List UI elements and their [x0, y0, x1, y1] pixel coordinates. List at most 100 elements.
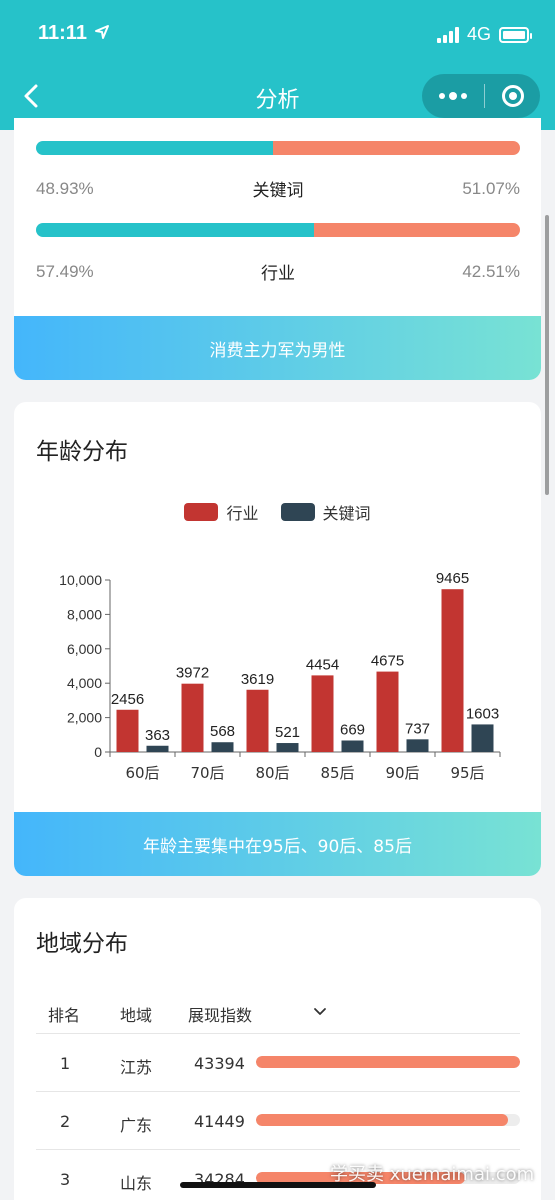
home-indicator[interactable]: [180, 1182, 376, 1188]
bar-keyword: [471, 724, 494, 752]
bar-keyword: [146, 745, 169, 752]
signal-icon: [436, 26, 459, 43]
data-label: 521: [275, 724, 300, 741]
data-label: 2456: [111, 691, 144, 708]
index-progress-bar: [256, 1172, 520, 1184]
y-tick-label: 0: [94, 744, 102, 760]
keyword-gender-bar: [36, 141, 520, 155]
data-label: 737: [405, 720, 430, 737]
data-label: 4675: [371, 653, 404, 670]
gender-summary-banner: 消费主力军为男性: [14, 316, 541, 380]
female-segment: [272, 141, 520, 155]
bar-keyword: [276, 743, 299, 752]
bar-industry: [181, 683, 204, 752]
data-label: 9465: [436, 570, 469, 587]
battery-icon: [499, 26, 532, 43]
status-right: 4G: [436, 24, 532, 45]
female-segment: [314, 223, 520, 237]
index-progress-fill: [256, 1172, 465, 1184]
male-segment: [36, 223, 315, 237]
bar-industry: [116, 709, 139, 752]
index-progress-bar: [256, 1114, 520, 1126]
y-tick-label: 10,000: [59, 572, 102, 588]
age-summary-banner: 年龄主要集中在95后、90后、85后: [14, 812, 541, 876]
bar-keyword: [341, 740, 364, 752]
industry-gender-bar: [36, 223, 520, 237]
data-label: 363: [145, 727, 170, 744]
y-tick-label: 4,000: [67, 675, 102, 691]
data-label: 669: [340, 721, 365, 738]
status-time: 11:11: [38, 22, 87, 44]
rank-cell: 2: [60, 1112, 71, 1131]
x-tick-label: 60后: [125, 764, 159, 782]
legend-swatch: [280, 503, 315, 521]
region-section-title: 地域分布: [36, 931, 128, 957]
location-arrow-icon: [95, 25, 109, 39]
bar-industry: [311, 675, 334, 752]
female-percent: 51.07%: [462, 178, 520, 198]
chevron-down-icon[interactable]: [312, 1004, 328, 1020]
age-section-title: 年龄分布: [36, 439, 128, 465]
x-tick-label: 95后: [450, 764, 484, 782]
bar-industry: [441, 589, 464, 752]
data-label: 4454: [306, 656, 339, 673]
legend-label: 行业: [226, 504, 259, 523]
row-label: 行业: [261, 264, 295, 284]
header-index[interactable]: 展现指数: [188, 1006, 253, 1025]
page-title: 分析: [255, 88, 300, 113]
table-header: 排名 地域 展现指数: [36, 990, 520, 1034]
legend-swatch: [184, 503, 219, 521]
rank-cell: 1: [60, 1054, 71, 1073]
male-percent: 48.93%: [36, 178, 94, 198]
index-progress-fill: [256, 1056, 520, 1068]
header-rank: 排名: [48, 1006, 81, 1025]
x-tick-label: 85后: [320, 764, 354, 782]
keyword-gender-row: 48.93% 关键词 51.07%: [36, 176, 520, 202]
y-tick-label: 8,000: [67, 606, 102, 622]
gender-card: 48.93% 关键词 51.07% 57.49% 行业 42.51% 消费主力军…: [14, 118, 541, 380]
bar-industry: [376, 671, 399, 752]
region-cell: 江苏: [120, 1058, 153, 1077]
app-header: 11:11 4G 分析: [0, 0, 555, 130]
legend-item-industry[interactable]: 行业: [184, 500, 259, 524]
legend-label: 关键词: [322, 504, 371, 523]
industry-gender-row: 57.49% 行业 42.51%: [36, 259, 520, 285]
chart-legend: 行业 关键词: [14, 500, 541, 524]
mini-program-capsule: [422, 74, 540, 118]
network-label: 4G: [466, 24, 491, 44]
back-arrow-icon[interactable]: [18, 80, 48, 112]
more-icon[interactable]: [422, 74, 484, 118]
x-tick-label: 70后: [190, 764, 224, 782]
index-progress-bar: [256, 1056, 520, 1068]
x-tick-label: 90后: [385, 764, 419, 782]
table-row: 2 广东 41449: [36, 1091, 520, 1149]
bar-keyword: [406, 739, 429, 752]
region-card: 地域分布 排名 地域 展现指数 1 江苏 43394 2 广东 41449 3 …: [14, 898, 541, 1200]
value-cell: 41449: [194, 1112, 245, 1131]
bar-keyword: [211, 742, 234, 752]
index-progress-fill: [256, 1114, 509, 1126]
row-label: 关键词: [252, 181, 304, 201]
region-cell: 山东: [120, 1174, 153, 1193]
data-label: 1603: [466, 705, 499, 722]
male-percent: 57.49%: [36, 261, 94, 281]
data-label: 3619: [241, 671, 274, 688]
male-segment: [36, 141, 273, 155]
bar-industry: [246, 689, 269, 752]
region-cell: 广东: [120, 1116, 153, 1135]
watermark: 学买卖 xuemaimai.com: [330, 1164, 535, 1185]
legend-item-keyword[interactable]: 关键词: [280, 500, 371, 524]
table-row: 1 江苏 43394: [36, 1033, 520, 1091]
value-cell: 43394: [194, 1054, 245, 1073]
capsule-divider: [484, 84, 485, 108]
scrollbar[interactable]: [545, 215, 549, 495]
y-tick-label: 6,000: [67, 641, 102, 657]
data-label: 568: [210, 723, 235, 740]
header-region: 地域: [120, 1006, 153, 1025]
y-tick-label: 2,000: [67, 710, 102, 726]
female-percent: 42.51%: [462, 261, 520, 281]
close-target-icon[interactable]: [485, 74, 540, 118]
data-label: 3972: [176, 665, 209, 682]
x-tick-label: 80后: [255, 764, 289, 782]
rank-cell: 3: [60, 1170, 71, 1189]
